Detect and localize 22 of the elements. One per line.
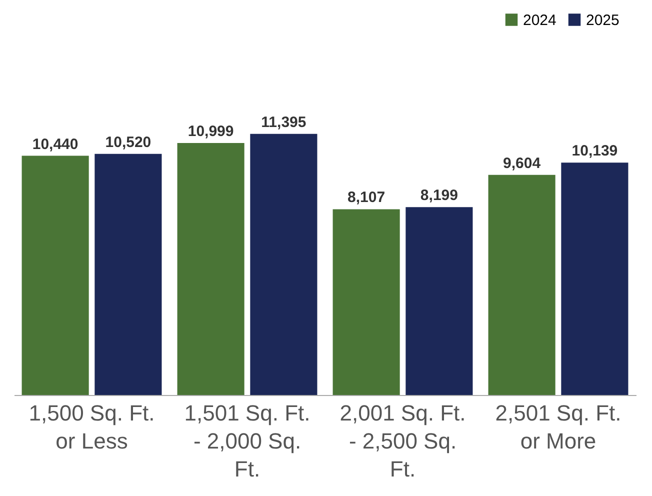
x-tick-label: 2,501 Sq. Ft. or More (495, 400, 622, 454)
bar (406, 207, 473, 395)
legend-label: 2024 (523, 12, 556, 29)
data-label: 8,107 (348, 189, 386, 206)
x-tick-label: 1,501 Sq. Ft. - 2,000 Sq. Ft. (184, 400, 310, 482)
bar (177, 142, 244, 395)
data-label: 10,520 (105, 134, 152, 151)
bar (332, 209, 400, 395)
bar (561, 162, 628, 395)
legend-label: 2025 (586, 12, 620, 29)
data-label: 10,139 (572, 142, 618, 160)
x-tick-label: 2,001 Sq. Ft. - 2,500 Sq. Ft. (340, 400, 466, 482)
data-label: 10,999 (188, 122, 234, 140)
data-label: 9,604 (503, 154, 542, 172)
bar (94, 154, 162, 395)
bar (22, 156, 89, 395)
data-label: 11,395 (261, 114, 306, 131)
data-label: 8,199 (420, 187, 458, 204)
bar (250, 134, 318, 395)
x-tick-label: 1,500 Sq. Ft. or Less (28, 400, 155, 454)
bar (488, 174, 556, 395)
data-label: 10,440 (32, 136, 78, 153)
